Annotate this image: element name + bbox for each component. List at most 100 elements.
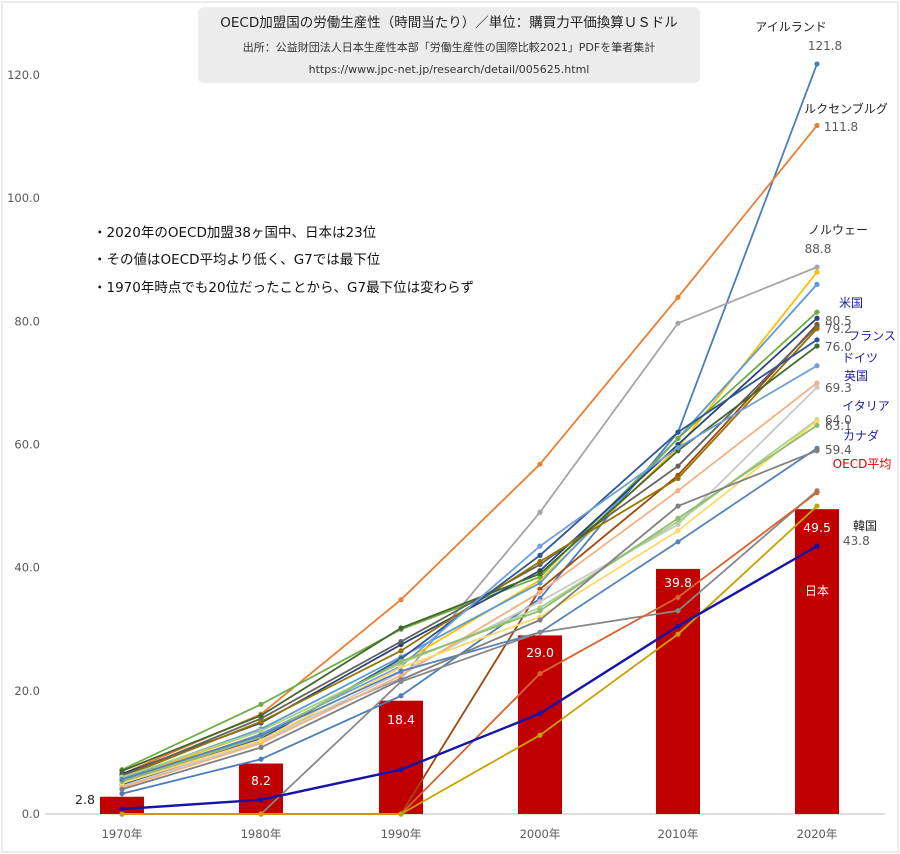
series-point [398,693,404,699]
bar-value-label: 18.4 [387,712,415,727]
series-point [258,719,264,725]
series-point [537,629,543,635]
series-point [675,294,681,300]
series-point [814,264,820,270]
bar-japan [379,700,423,814]
line-label: ドイツ [842,351,878,365]
series-line [121,420,818,785]
series-line [121,424,818,783]
notes: ・2020年のOECD加盟38ヶ国中、日本は23位 ・その値はOECD平均より低… [93,225,474,296]
series-point [537,552,543,558]
line-label: 111.8 [824,120,858,134]
series-point [398,767,404,773]
series-point [398,648,404,654]
series-point [398,811,404,817]
line-label: 76.0 [825,340,852,354]
series-line [121,325,818,777]
source-url: https://www.jpc-net.jp/research/detail/0… [309,63,590,76]
series-line [121,266,818,785]
series-point [814,61,820,67]
series-point [814,281,820,287]
line-label: アイルランド [755,20,826,34]
series-point [398,668,404,674]
x-tick-label: 1980年 [241,827,282,841]
series-point [119,811,125,817]
series-line [121,124,818,775]
series-line [121,386,818,788]
x-tick-label: 1990年 [381,827,422,841]
y-tick-label: 100.0 [7,191,40,205]
line-label: 69.3 [825,381,852,395]
series-line [121,419,818,778]
series-point [675,528,681,534]
line-label: 63.1 [825,419,852,433]
series-point [258,728,264,734]
bar-japan [239,763,283,814]
series-point [258,797,264,803]
series-point [258,756,264,762]
series-line [121,317,818,775]
series-point [537,711,543,717]
series-point [537,732,543,738]
y-tick-label: 40.0 [14,561,40,575]
series-point [814,269,820,275]
series-point [398,672,404,679]
line-label: 米国 [839,296,863,310]
chart-source: 出所：公益財団法人日本生産性本部「労働生産性の国際比較2021」PDFを筆者集計 [243,40,655,54]
series-point [814,384,820,390]
series-point [258,712,264,719]
bar-value-label: 39.8 [664,575,692,590]
series-point [119,806,125,812]
line-end-labels: アイルランド 121.8 ルクセンブルグ 111.8 ノルウェー 88.8 米国 80.579… [755,20,896,598]
series-point [537,543,543,549]
line-label: カナダ [843,428,879,443]
series-point [814,503,820,509]
line-label: イタリア [842,399,890,413]
bar-value-label: 2.8 [75,792,95,807]
series-point [398,597,404,603]
series-line [121,382,818,789]
series-line [121,545,818,811]
series-point [258,811,264,817]
line-label: 80.5 [825,314,852,328]
series-line [121,364,818,783]
series-point [814,422,820,429]
series-point [814,380,820,386]
series-point [675,608,681,614]
line-label: 日本 [805,584,829,598]
y-tick-label: 0.0 [22,807,40,821]
x-tick-label: 1970年 [102,827,143,841]
series-point [814,315,820,321]
series-point [537,617,543,623]
line-label: 88.8 [805,242,832,256]
bar-value-label: 49.5 [803,520,831,535]
line-label: 121.8 [808,39,842,53]
chart-title: OECD加盟国の労働生産性（時間当たり）／単位：購買力平価換算ＵＳドル [220,15,677,31]
series-point [537,461,543,467]
header-background [198,7,700,83]
line-label: OECD平均 [833,457,892,471]
y-axis: 0.0 20.0 40.0 60.0 80.0 100.0 120.0 [7,68,40,821]
series-point [537,608,543,614]
series-point [675,631,681,637]
series-point [398,664,404,671]
series-point [675,435,681,441]
series-point [119,776,125,783]
series-line [122,491,818,815]
bar-value-label: 29.0 [526,645,554,660]
series-point [814,337,820,343]
series-point [814,418,820,424]
series-point [398,625,404,631]
series-point [814,363,820,369]
series-point [675,594,681,600]
series-line [121,283,818,780]
series-point [537,580,543,586]
line-label: 59.4 [825,443,852,457]
line-label: フランス [848,329,896,343]
line-series [119,61,820,817]
line-label: 韓国 [853,519,877,533]
note-line-3: ・1970年時点でも20位だったことから、G7最下位は変わらず [93,279,474,296]
y-tick-label: 20.0 [14,684,40,698]
series-point [814,343,820,349]
